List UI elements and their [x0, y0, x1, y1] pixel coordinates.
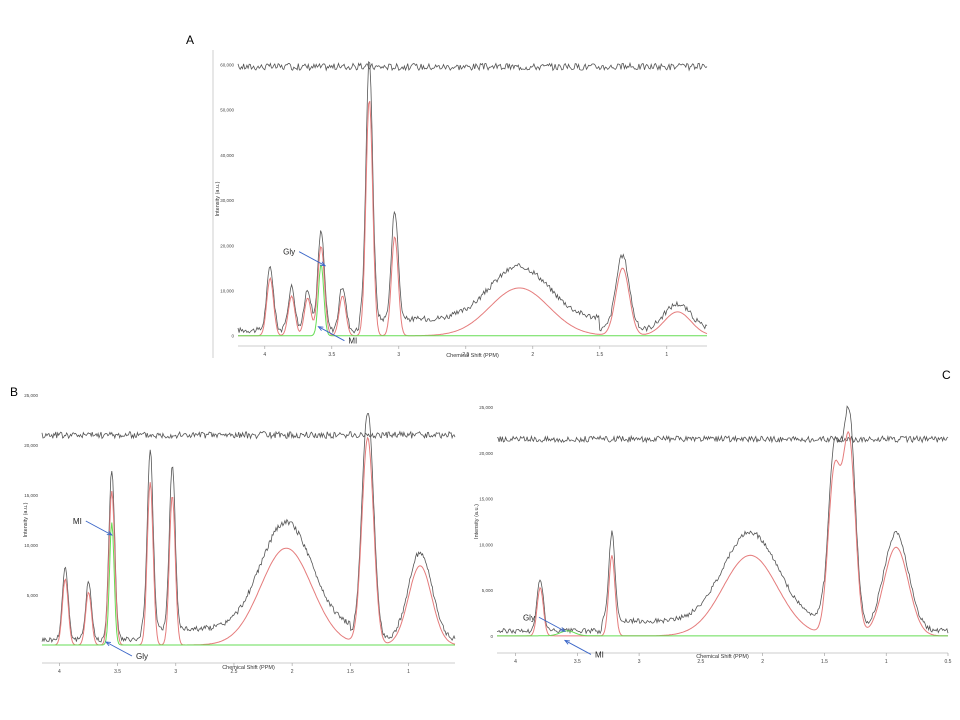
- p3-annotation-arrow: [538, 616, 566, 632]
- p2-y-tick-label: 15,000: [24, 493, 38, 498]
- p1-annotation-arrowhead: [317, 326, 324, 331]
- p2-annotation-arrow: [85, 520, 113, 536]
- p2-annotation-label: MI: [73, 517, 82, 526]
- p1-annotation-arrow: [298, 251, 326, 267]
- p3-y-tick-label: 15,000: [479, 497, 493, 502]
- p1-x-tick-label: 3.5: [328, 352, 335, 358]
- p3-data-line: [496, 405, 949, 635]
- p2-x-tick-label: 1: [407, 669, 410, 675]
- p2-y-tick-label: 5,000: [27, 593, 39, 598]
- p1-y-tick-label: 60,000: [220, 63, 234, 68]
- p1-y-tick-label: 30,000: [220, 198, 234, 203]
- p2-x-tick-label: 3.5: [114, 669, 121, 675]
- p3-x-tick-label: 2.5: [697, 659, 704, 665]
- p1-x-tick-label: 2.5: [462, 352, 469, 358]
- p1-y-tick-label: 20,000: [220, 243, 234, 248]
- p1-x-axis-label: Chemical Shift (PPM): [446, 353, 499, 359]
- p1-component-line: [238, 264, 707, 337]
- p1-annotation-label: Gly: [283, 248, 295, 257]
- p3-fit-line: [497, 430, 948, 637]
- p2-annotation-arrowhead: [106, 530, 113, 536]
- p1-y-tick-label: 10,000: [220, 289, 234, 294]
- p2-annotation-label: Gly: [136, 652, 148, 661]
- p1-x-tick-label: 2: [531, 352, 534, 358]
- p3-x-tick-label: 3.5: [574, 659, 581, 665]
- p1-annotation-arrowhead: [320, 261, 327, 267]
- p3-y-tick-label: 20,000: [479, 451, 493, 456]
- panel-label-c: C: [942, 368, 951, 382]
- p3-annotation-arrowhead: [559, 627, 566, 632]
- p3-x-tick-label: 2: [761, 659, 764, 665]
- p3-annotation-label: Gly: [523, 613, 535, 622]
- p2-y-tick-label: 25,000: [24, 393, 38, 398]
- p1-x-tick-label: 1.5: [596, 352, 603, 358]
- p2-x-tick-label: 4: [58, 669, 61, 675]
- p3-annotation-arrow: [564, 640, 592, 655]
- panel-label-b: B: [10, 385, 19, 399]
- p2-x-tick-label: 2.5: [230, 669, 237, 675]
- p3-annotation-arrowhead: [563, 639, 570, 645]
- p2-y-axis-label: Intensity (a.u.): [23, 502, 29, 537]
- p1-annotation-label: MI: [348, 337, 357, 346]
- p1-y-tick-label: 40,000: [220, 153, 234, 158]
- p3-component-line: [497, 630, 948, 637]
- p3-x-tick-label: 1.5: [821, 659, 828, 665]
- p1-y-tick-label: 0: [231, 334, 234, 339]
- p2-annotation-arrowhead: [104, 641, 112, 647]
- p2-y-tick-label: 10,000: [24, 543, 38, 548]
- p2-x-tick-label: 3: [174, 669, 177, 675]
- p1-residual-line: [237, 61, 708, 72]
- p3-x-axis-label: Chemical Shift (PPM): [696, 654, 749, 660]
- p2-y-tick-label: 20,000: [24, 443, 38, 448]
- p1-data-line: [237, 60, 708, 334]
- p2-data-line: [41, 413, 456, 644]
- p2-x-tick-label: 1.5: [347, 669, 354, 675]
- p3-y-tick-label: 5,000: [482, 588, 494, 593]
- p3-y-tick-label: 10,000: [479, 542, 493, 547]
- p1-x-tick-label: 3: [397, 352, 400, 358]
- p3-annotation-label: MI: [595, 650, 604, 659]
- p3-y-axis-label: Intensity (a.u.): [474, 504, 480, 539]
- p2-x-axis-label: Chemical Shift (PPM): [222, 665, 275, 671]
- p2-residual-line: [41, 430, 456, 440]
- p1-annotation-arrow: [318, 326, 345, 342]
- p2-component-line: [42, 522, 455, 646]
- p1-y-tick-label: 50,000: [220, 108, 234, 113]
- panel-label-a: A: [186, 33, 195, 47]
- p1-fit-line: [238, 100, 708, 337]
- p3-y-tick-label: 0: [490, 634, 493, 639]
- p2-annotation-arrow: [105, 641, 133, 657]
- p3-y-tick-label: 25,000: [479, 405, 493, 410]
- p2-x-tick-label: 2: [291, 669, 294, 675]
- p3-x-tick-label: 0.5: [945, 659, 952, 665]
- p1-x-tick-label: 1: [665, 352, 668, 358]
- p3-x-tick-label: 1: [885, 659, 888, 665]
- p1-y-axis-label: Intensity (a.u.): [215, 181, 221, 216]
- p1-x-tick-label: 4: [263, 352, 266, 358]
- p3-x-tick-label: 3: [638, 659, 641, 665]
- p2-fit-line: [42, 436, 456, 646]
- p3-residual-line: [496, 434, 949, 444]
- p3-x-tick-label: 4: [514, 659, 517, 665]
